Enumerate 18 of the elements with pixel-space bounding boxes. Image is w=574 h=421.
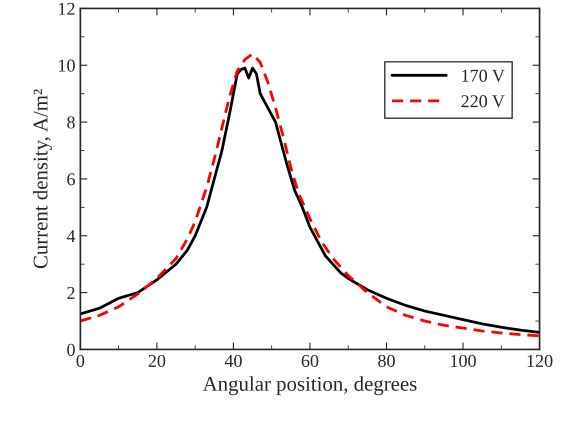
y-tick-label: 10	[59, 60, 75, 72]
y-tick-label: 2	[67, 286, 75, 299]
x-tick-label: 60	[302, 354, 318, 367]
y-tick-label: 4	[66, 230, 76, 242]
x-tick-label: 40	[224, 354, 242, 367]
x-tick-label: 100	[451, 354, 476, 367]
y-tick-label: 0	[67, 344, 75, 356]
legend-label: 170 V	[462, 70, 505, 82]
x-tick-label: 0	[76, 354, 84, 367]
y-tick-label: 6	[67, 173, 75, 186]
y-axis-title: Current density, A/m²	[32, 89, 52, 268]
x-tick-label: 80	[378, 354, 395, 367]
y-tick-label: 8	[67, 116, 75, 129]
x-axis-title: Angular position, degrees	[202, 376, 417, 396]
x-tick-label: 120	[528, 354, 552, 367]
legend-label: 220 V	[461, 95, 505, 108]
x-tick-label: 20	[148, 354, 166, 367]
y-tick-label: 12	[59, 2, 75, 15]
